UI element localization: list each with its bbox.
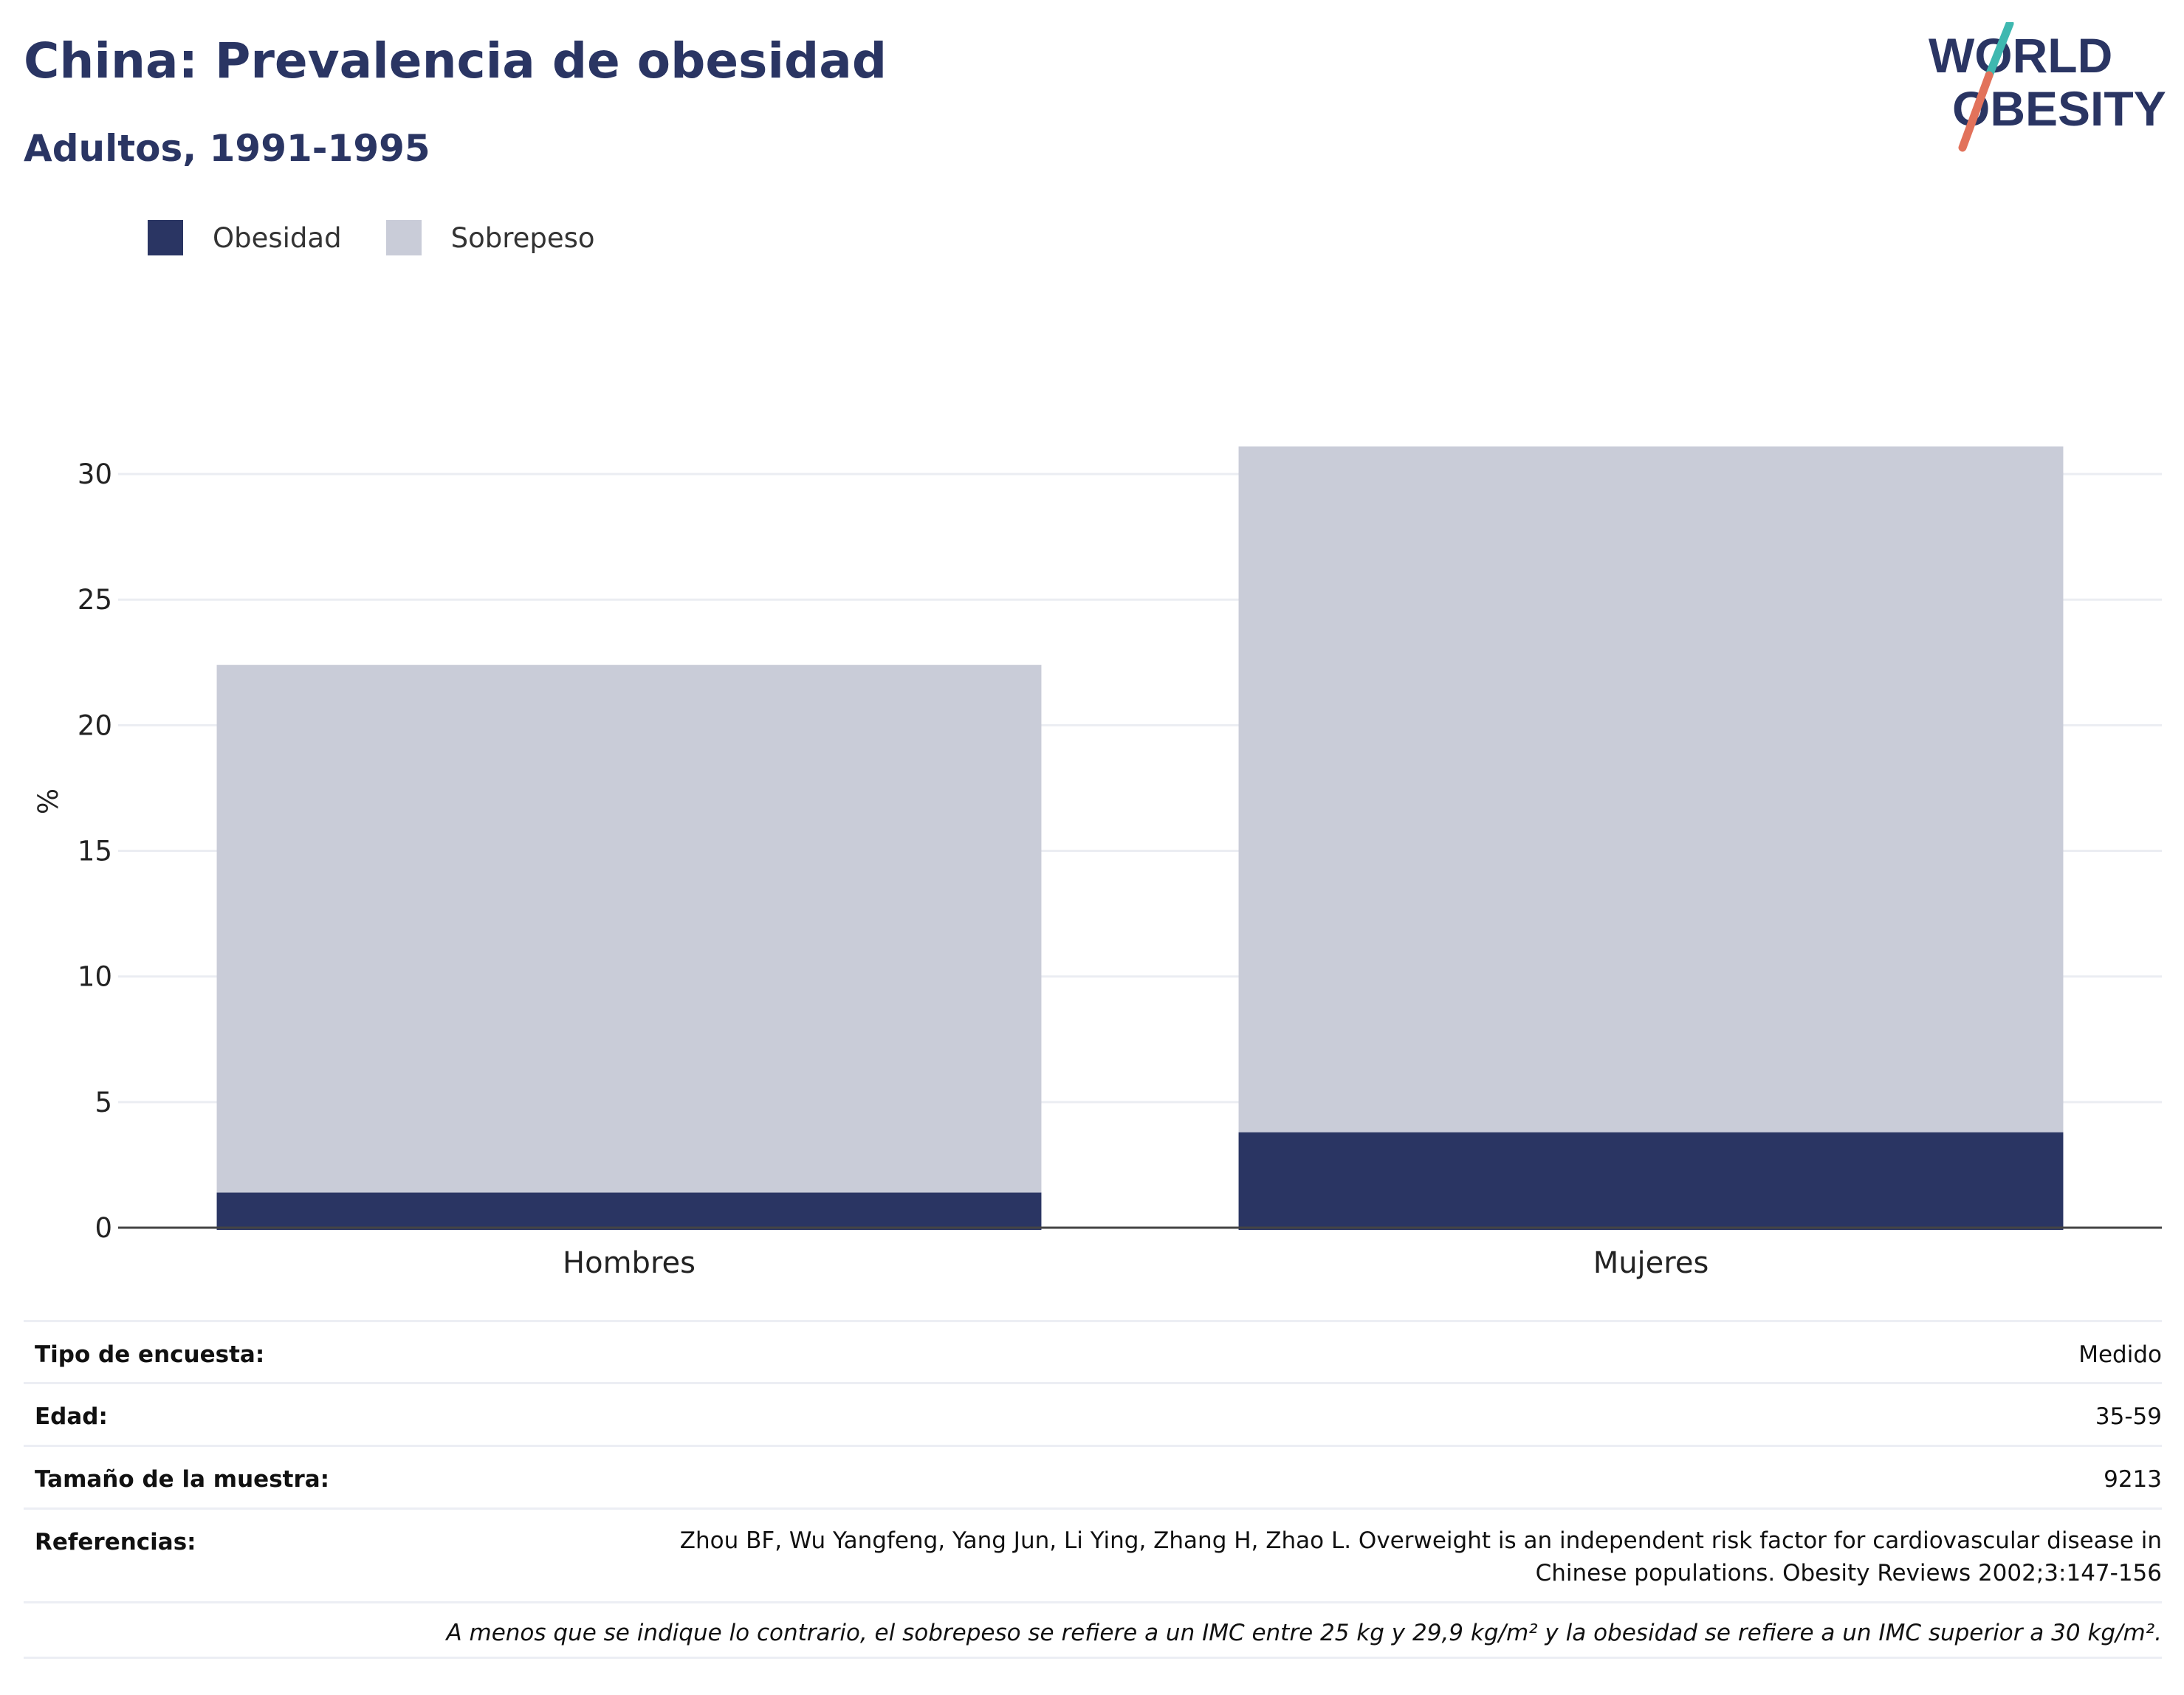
legend-item-obesidad[interactable]: Obesidad <box>148 220 342 255</box>
chart-legend: Obesidad Sobrepeso <box>148 220 639 255</box>
bar-mujeres-obesidad <box>1238 1132 2064 1230</box>
legend-item-sobrepeso[interactable]: Sobrepeso <box>385 220 595 255</box>
legend-label-obesidad: Obesidad <box>213 221 342 254</box>
survey-type-row: Tipo de encuesta: Medido <box>24 1320 2162 1382</box>
survey-type-value: Medido <box>2078 1341 2162 1368</box>
age-row: Edad: 35-59 <box>24 1382 2162 1445</box>
y-tick-label-10: 10 <box>78 961 112 993</box>
x-tick-labels: Hombres Mujeres <box>563 1246 1709 1280</box>
y-tick-label-0: 0 <box>95 1212 112 1244</box>
y-tick-label-30: 30 <box>78 458 112 490</box>
chart-title: China: Prevalencia de obesidad <box>24 32 887 89</box>
x-tick-label-hombres: Hombres <box>563 1246 696 1280</box>
logo-slash-bottom <box>1958 71 1994 152</box>
legend-swatch-sobrepeso <box>385 220 422 255</box>
definition-note: A menos que se indique lo contrario, el … <box>24 1601 2162 1659</box>
legend-label-sobrepeso: Sobrepeso <box>450 221 595 254</box>
bar-hombres-obesidad <box>216 1192 1042 1230</box>
world-obesity-logo: WORLD OBESITY <box>1929 22 2166 152</box>
references-label: Referencias: <box>35 1529 196 1555</box>
y-tick-label-15: 15 <box>78 836 112 867</box>
x-tick-label-mujeres: Mujeres <box>1593 1246 1709 1280</box>
bar-mujeres-sobrepeso <box>1238 446 2064 1132</box>
y-axis-label: % <box>32 788 64 814</box>
sample-size-row: Tamaño de la muestra: 9213 <box>24 1445 2162 1507</box>
survey-info: Tipo de encuesta: Medido Edad: 35-59 Tam… <box>24 1320 2162 1659</box>
references-row: Referencias: Zhou BF, Wu Yangfeng, Yang … <box>24 1507 2162 1601</box>
y-tick-labels: 0 5 10 15 20 25 30 <box>78 458 112 1244</box>
y-tick-label-25: 25 <box>78 584 112 616</box>
bar-chart: 0 5 10 15 20 25 30 Hombres Mujeres % <box>32 446 2162 1280</box>
y-tick-label-20: 20 <box>78 709 112 741</box>
survey-type-label: Tipo de encuesta: <box>35 1341 265 1368</box>
bars <box>216 446 2064 1230</box>
age-label: Edad: <box>35 1403 108 1430</box>
legend-swatch-obesidad <box>148 220 183 255</box>
sample-size-label: Tamaño de la muestra: <box>35 1466 330 1493</box>
bar-hombres-sobrepeso <box>216 664 1042 1193</box>
sample-size-value: 9213 <box>2104 1466 2162 1493</box>
chart-subtitle: Adultos, 1991-1995 <box>24 127 430 170</box>
y-tick-label-5: 5 <box>95 1087 112 1118</box>
logo-slash-top <box>1985 22 2014 80</box>
age-value: 35-59 <box>2095 1403 2162 1430</box>
logo-text-world: WORLD <box>1929 28 2112 83</box>
references-value: Zhou BF, Wu Yangfeng, Yang Jun, Li Ying,… <box>679 1527 2162 1586</box>
